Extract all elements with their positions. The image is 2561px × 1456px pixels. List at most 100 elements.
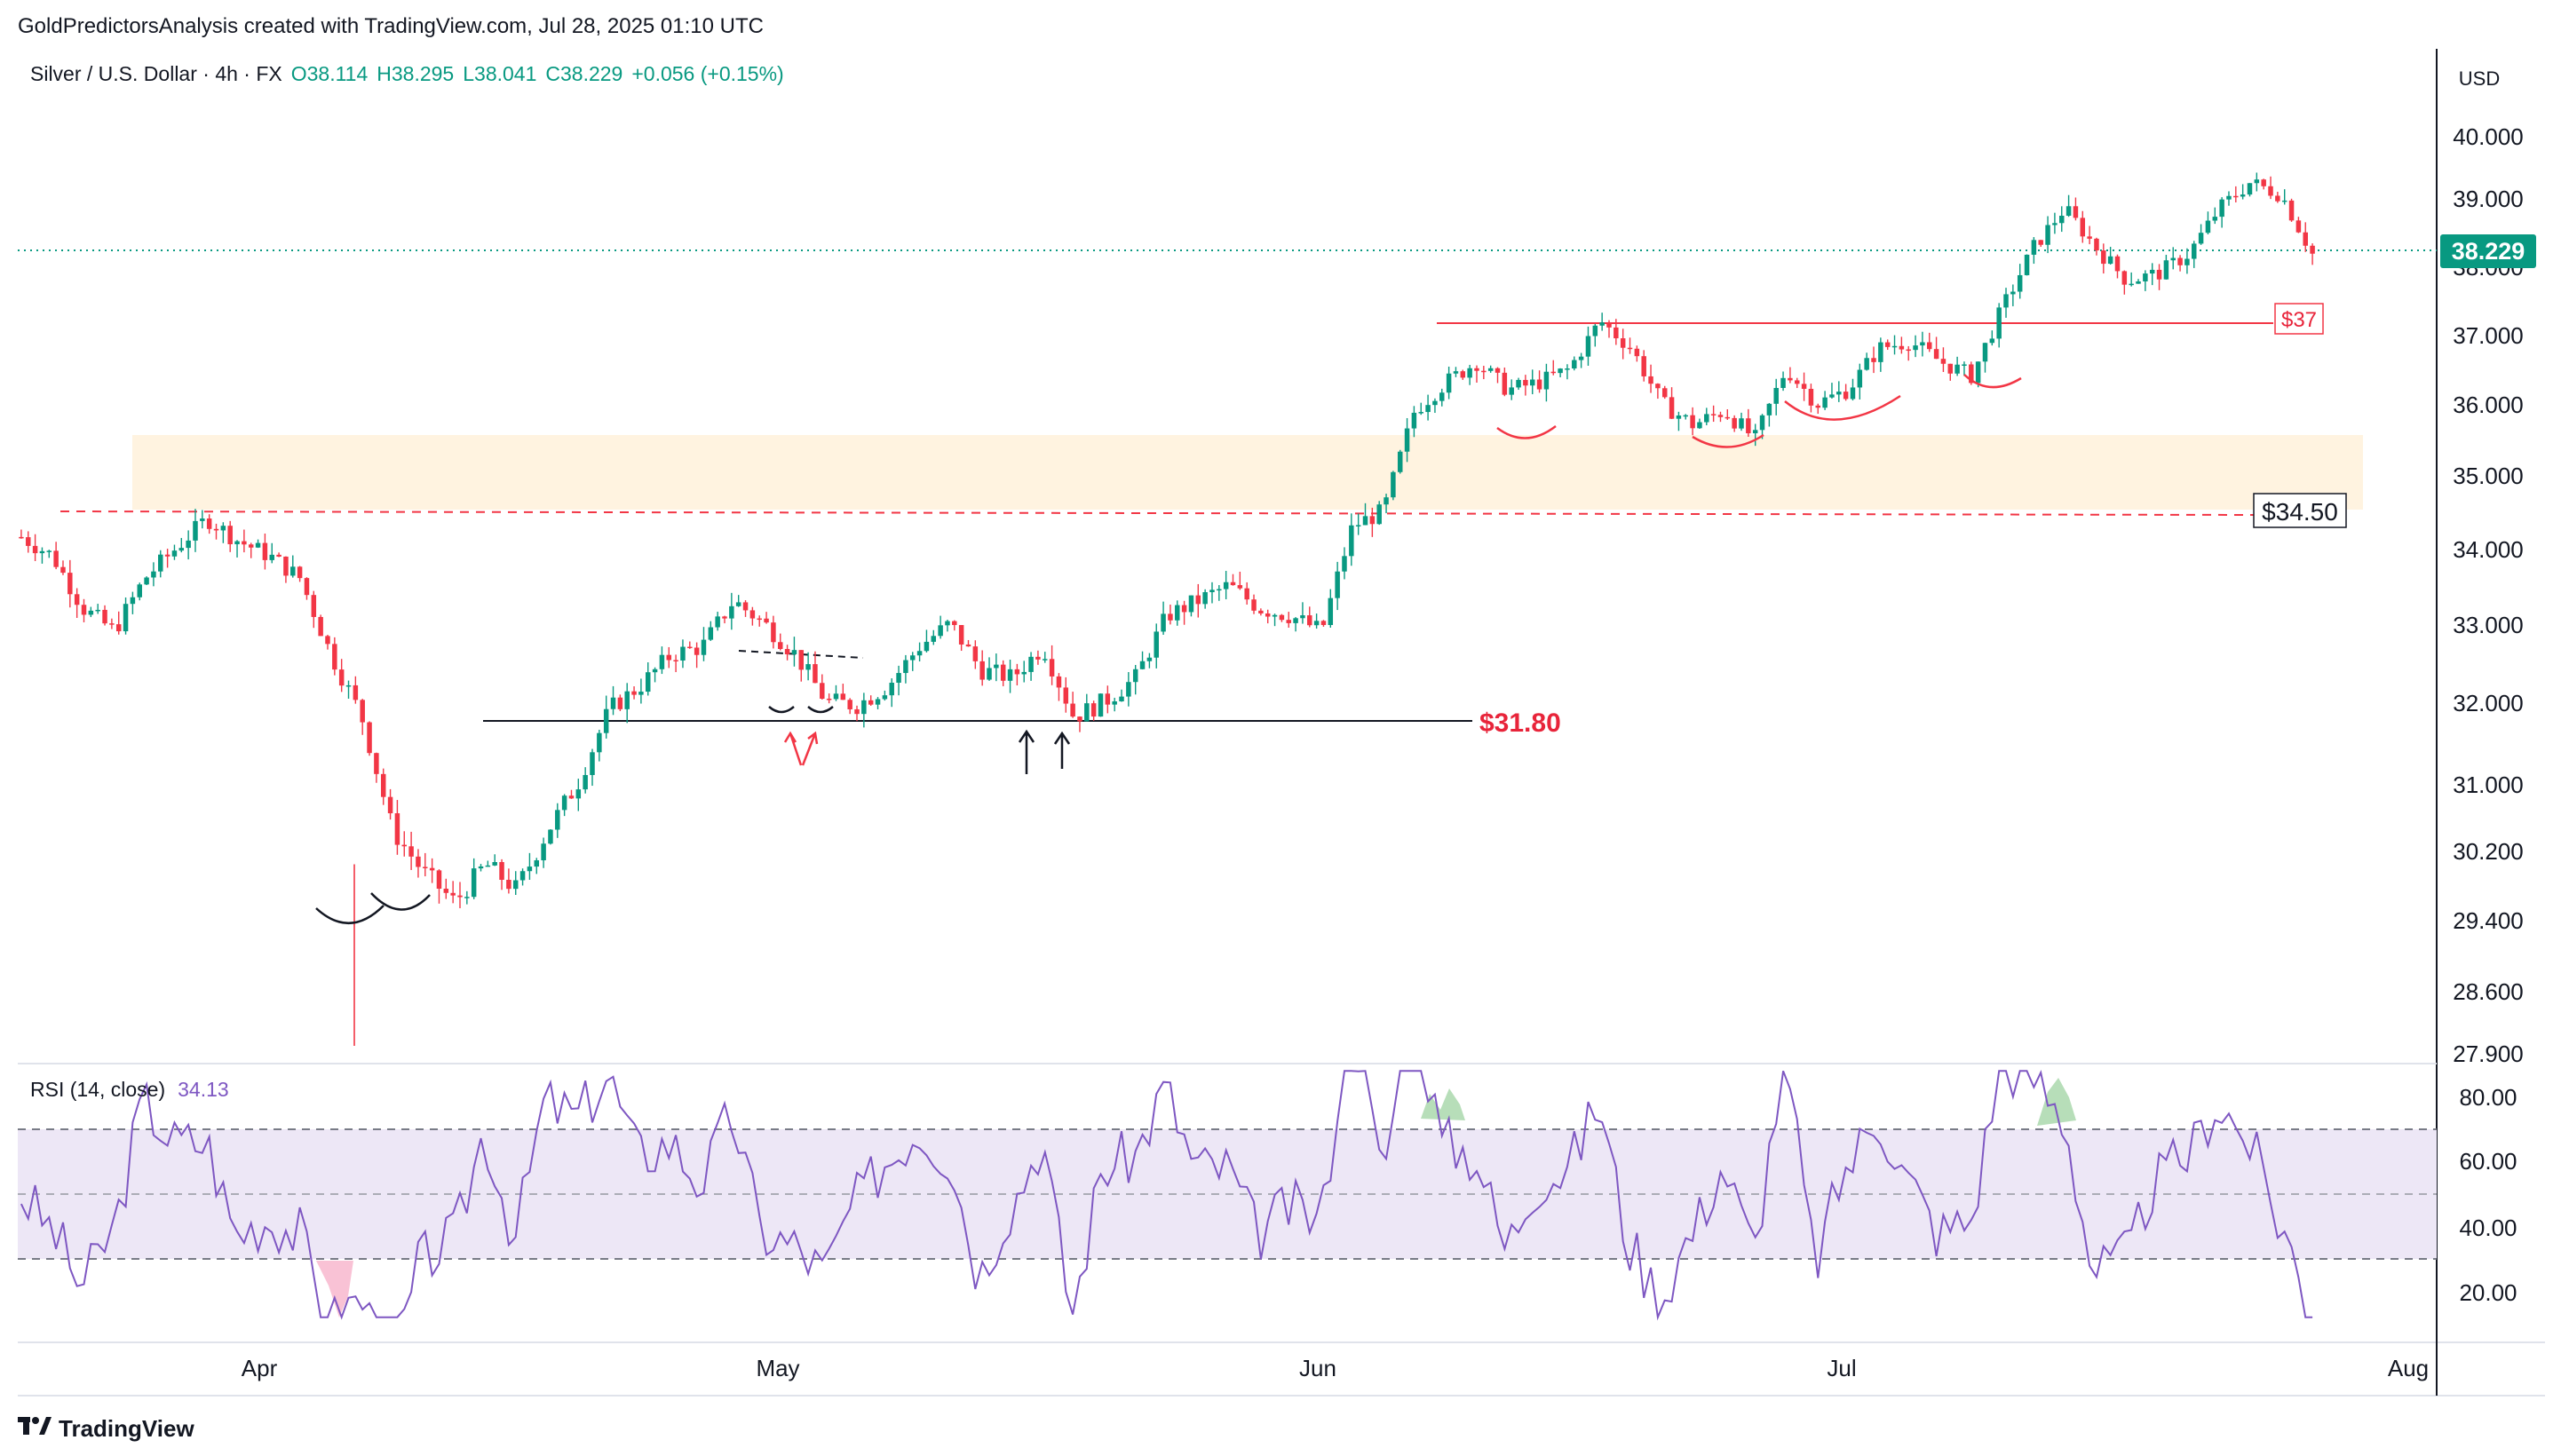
candle-body — [1864, 358, 1869, 370]
candle-body — [784, 649, 790, 655]
candle-body — [1188, 595, 1194, 613]
black-arrow-1 — [1018, 729, 1035, 774]
candle-body — [1244, 588, 1249, 600]
candle-body — [854, 708, 860, 715]
candle-body — [548, 829, 553, 844]
candle-body — [151, 571, 156, 578]
candle-body — [757, 618, 762, 621]
candle-body — [1578, 356, 1584, 360]
candle-body — [311, 595, 317, 617]
candle-body — [1487, 368, 1494, 371]
candle-body — [443, 888, 449, 893]
candle-body — [1328, 597, 1334, 625]
candle-body — [1732, 417, 1737, 429]
candle-body — [1801, 384, 1807, 389]
candle-body — [46, 550, 52, 552]
candle-body — [1969, 364, 1974, 384]
candle-body — [742, 602, 749, 611]
candle-body — [1132, 669, 1138, 683]
candle-body — [1425, 405, 1431, 413]
time-label: May — [756, 1355, 799, 1381]
candle-body — [965, 644, 971, 647]
candle-body — [1536, 379, 1542, 390]
candle-body — [471, 868, 477, 898]
candle-body — [645, 672, 651, 692]
candle-body — [506, 879, 511, 890]
candle-body — [1056, 676, 1062, 688]
candle-body — [1139, 661, 1146, 669]
candle-body — [1920, 342, 1925, 346]
tradingview-logo-icon — [18, 1417, 52, 1435]
candle-body — [1850, 387, 1856, 400]
candle-body — [492, 862, 497, 866]
rsi-overbought-fill — [1421, 1088, 1465, 1120]
candle-body — [1780, 377, 1786, 388]
rsi-label[interactable]: RSI (14, close) — [30, 1078, 166, 1101]
candle-body — [338, 669, 345, 686]
candle-body — [1829, 394, 1835, 398]
candle-body — [2052, 223, 2058, 226]
candle-body — [2303, 232, 2308, 246]
candle-body — [840, 693, 846, 700]
candle-body — [2219, 199, 2224, 218]
candle-body — [931, 636, 937, 642]
black-arrow-2 — [1053, 731, 1071, 769]
rsi-tick: 80.00 — [2459, 1084, 2517, 1111]
candle-body — [597, 732, 602, 753]
candle-body — [2163, 260, 2169, 280]
candle-body — [1181, 605, 1187, 613]
candle-body — [617, 697, 623, 709]
candle-body — [659, 654, 665, 669]
double-bottom-arc-1 — [315, 905, 385, 924]
candle-body — [1529, 379, 1535, 386]
candle-body — [2184, 258, 2190, 265]
candle-body — [1523, 379, 1528, 386]
candle-body — [2254, 179, 2260, 184]
candle-body — [81, 605, 87, 615]
candle-body — [638, 692, 644, 695]
candle-body — [1996, 307, 2002, 339]
candle-body — [2288, 200, 2295, 221]
candle-body — [833, 693, 839, 700]
candle-body — [771, 622, 776, 643]
candle-body — [2156, 269, 2162, 280]
candle-body — [1049, 659, 1055, 677]
candle-body — [95, 609, 100, 612]
candle-body — [2268, 186, 2273, 196]
candle-body — [1112, 701, 1117, 705]
candle-body — [353, 684, 359, 700]
candle-body — [1592, 325, 1598, 336]
candle-body — [1119, 696, 1124, 702]
resistance-label-box — [2274, 303, 2324, 335]
price-tick: 40.000 — [2453, 123, 2524, 150]
candle-body — [1070, 703, 1075, 717]
candle-body — [1788, 377, 1793, 381]
candle-body — [1822, 397, 1828, 408]
candle-body — [952, 621, 957, 626]
candle-body — [1641, 356, 1646, 376]
candle-body — [2059, 215, 2065, 224]
candle-body — [1620, 338, 1626, 348]
candle-body — [1550, 371, 1556, 374]
candle-body — [1251, 599, 1257, 611]
candle-body — [374, 753, 379, 774]
candle-body — [2080, 218, 2086, 237]
candle-body — [603, 708, 609, 733]
red-arc-3 — [1784, 394, 1901, 421]
candle-body — [19, 536, 24, 539]
candle-body — [1794, 380, 1800, 384]
candle-body — [861, 700, 867, 715]
candle-body — [2101, 250, 2106, 265]
candle-body — [2310, 245, 2315, 254]
candle-body — [60, 566, 66, 574]
candle-body — [1857, 369, 1863, 388]
candle-body — [1481, 370, 1487, 373]
candle-body — [847, 700, 852, 709]
candle-body — [2114, 256, 2121, 272]
symbol-name[interactable]: Silver / U.S. Dollar · 4h · FX — [30, 62, 282, 85]
candle-body — [778, 642, 783, 650]
candle-body — [512, 880, 519, 890]
price-axis: USD 40.000 39.000 38.000 37.000 36.000 3… — [2453, 67, 2524, 1067]
candle-body — [102, 609, 107, 624]
